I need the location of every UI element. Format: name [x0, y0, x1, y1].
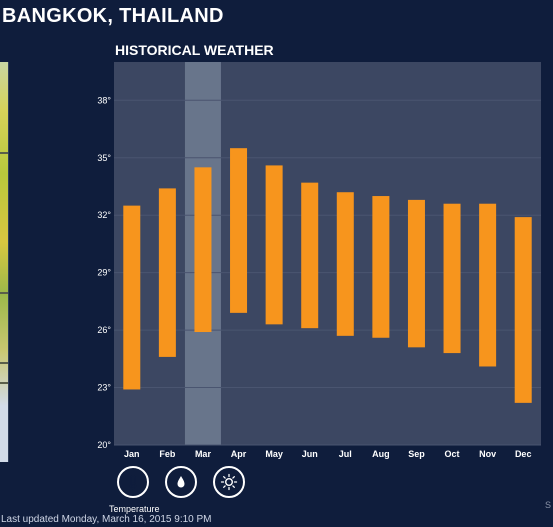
- last-updated-text: Last updated Monday, March 16, 2015 9:10…: [1, 514, 212, 525]
- raindrop-icon: [177, 476, 185, 488]
- temperature-range-bar: [123, 205, 141, 390]
- active-metric-label: Temperature: [109, 504, 160, 514]
- metric-selector: [117, 466, 245, 498]
- month-label: Aug: [372, 449, 390, 459]
- y-tick-label: 38°: [97, 95, 111, 105]
- sun-icon: [220, 473, 238, 491]
- map-marker: [0, 152, 8, 154]
- chart-canvas: 20° 23° 26° 29° 32° 35° 38° Jan Feb Mar Apr May Jun J…: [97, 62, 541, 459]
- y-tick-label: 23°: [97, 383, 111, 393]
- thermometer-icon: [129, 474, 137, 490]
- month-label: Apr: [231, 449, 247, 459]
- month-label: Dec: [515, 449, 532, 459]
- temperature-range-bar: [407, 199, 425, 348]
- month-label: Sep: [408, 449, 425, 459]
- temperature-range-bar: [372, 196, 390, 338]
- temperature-range-bar: [443, 203, 461, 354]
- month-label: Jan: [124, 449, 140, 459]
- temperature-button[interactable]: [117, 466, 149, 498]
- month-label: Mar: [195, 449, 212, 459]
- historical-weather-chart[interactable]: 20° 23° 26° 29° 32° 35° 38° Jan Feb Mar Apr May Jun J…: [0, 0, 553, 470]
- map-marker: [0, 382, 8, 384]
- city-title: BANGKOK, THAILAND: [2, 5, 224, 27]
- month-label: Nov: [479, 449, 496, 459]
- month-label: Feb: [159, 449, 176, 459]
- sunshine-button[interactable]: [213, 466, 245, 498]
- precipitation-button[interactable]: [165, 466, 197, 498]
- month-label: Oct: [445, 449, 460, 459]
- month-label: Jul: [339, 449, 352, 459]
- section-title: HISTORICAL WEATHER: [115, 42, 274, 58]
- truncated-text: S: [545, 500, 552, 510]
- map-preview[interactable]: [0, 62, 9, 462]
- map-marker: [0, 362, 8, 364]
- month-label: May: [265, 449, 283, 459]
- temperature-range-bar: [230, 148, 248, 313]
- y-tick-label: 35°: [97, 153, 111, 163]
- y-tick-label: 20°: [97, 440, 111, 450]
- y-tick-label: 32°: [97, 210, 111, 220]
- temperature-range-bar: [301, 182, 319, 329]
- y-tick-label: 29°: [97, 268, 111, 278]
- temperature-range-bar: [479, 203, 497, 367]
- temperature-range-bar: [194, 167, 212, 333]
- map-marker: [0, 292, 8, 294]
- temperature-range-bar: [158, 188, 176, 357]
- temperature-range-bar: [336, 192, 354, 336]
- month-label: Jun: [302, 449, 318, 459]
- y-tick-label: 26°: [97, 325, 111, 335]
- temperature-range-bar: [514, 217, 532, 403]
- temperature-range-bar: [265, 165, 283, 325]
